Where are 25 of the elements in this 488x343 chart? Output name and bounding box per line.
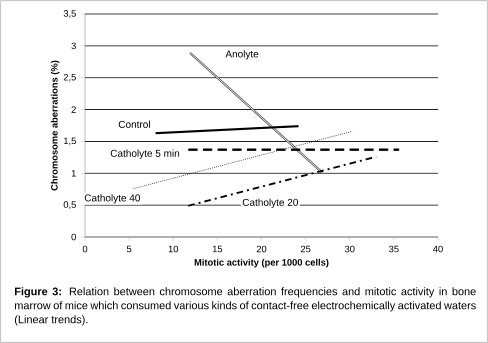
x-tick-label: 25 — [300, 246, 310, 252]
series-label: Control — [118, 120, 150, 128]
x-tick-label: 0 — [82, 246, 88, 252]
y-tick-label: 0 — [71, 234, 76, 240]
series-label: Catholyte 20 — [242, 198, 298, 208]
x-tick-label: 15 — [212, 246, 222, 252]
x-tick-label: 20 — [256, 246, 266, 252]
y-tick-label: 1,5 — [64, 138, 76, 146]
text: Figure 3: Relation between chromosome aberration frequencies and mitotic activity in bone marrow of mice which consumed various kinds of contact-free electrochemically activated waters (Linear trends). — [14, 287, 476, 326]
y-tick-label: 2,5 — [64, 74, 76, 82]
x-axis-title: Mitotic activity (per 1000 cells) — [194, 258, 328, 268]
x-tick-label: 5 — [126, 246, 132, 252]
y-tick-label: 1 — [72, 170, 76, 176]
y-tick-label: 3 — [71, 42, 76, 50]
series-label: Catholyte 5 min — [110, 150, 180, 159]
x-tick-label: 30 — [344, 246, 355, 252]
series-label: Catholyte 40 — [84, 194, 140, 204]
x-tick-label: 40 — [433, 246, 443, 252]
y-tick-label: 0,5 — [64, 201, 76, 209]
series-label: Anolyte — [225, 50, 258, 60]
y-axis-title: Chromosome aberrations (%) — [50, 60, 60, 190]
y-tick-label: 3,5 — [64, 10, 76, 18]
y-tick-label: 2 — [72, 106, 76, 113]
x-tick-label: 10 — [168, 246, 178, 252]
x-tick-label: 35 — [389, 246, 399, 252]
